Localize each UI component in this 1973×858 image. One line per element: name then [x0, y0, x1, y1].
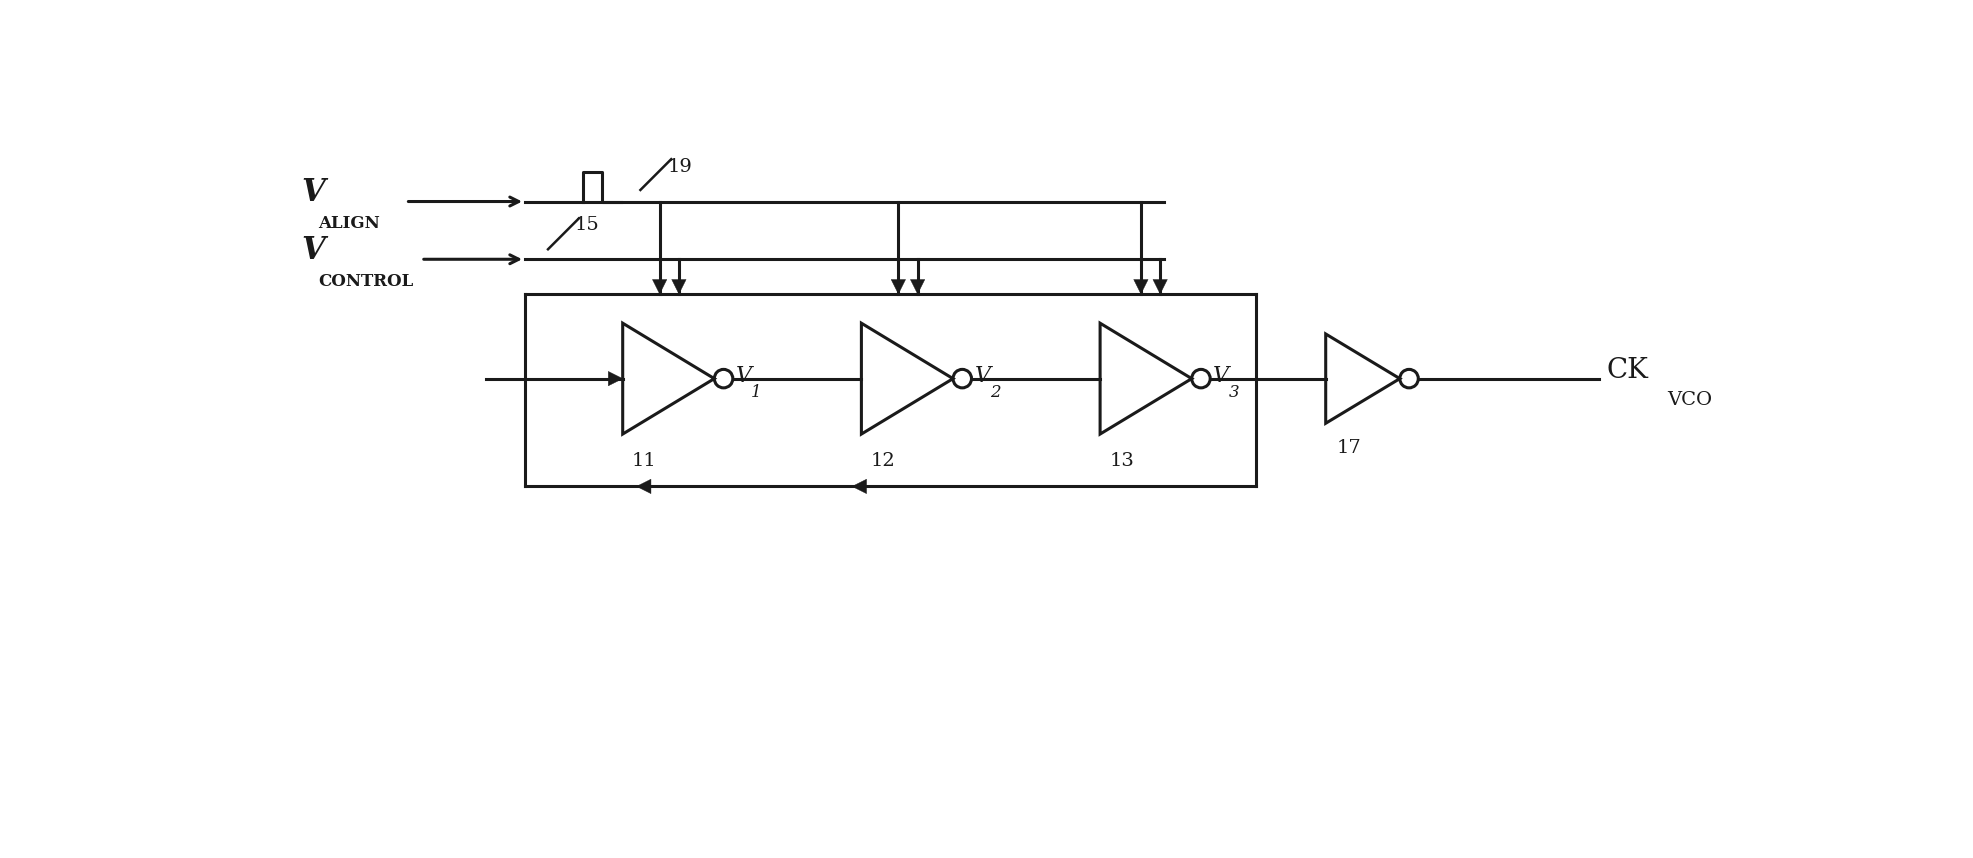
Polygon shape — [1134, 280, 1148, 294]
Text: 3: 3 — [1229, 384, 1239, 401]
Text: V: V — [1213, 365, 1229, 387]
Text: VCO: VCO — [1667, 391, 1713, 409]
Text: ALIGN: ALIGN — [318, 215, 381, 233]
Polygon shape — [1152, 280, 1168, 294]
Text: 17: 17 — [1336, 438, 1361, 456]
Text: 2: 2 — [990, 384, 1000, 401]
Text: V: V — [302, 177, 326, 208]
Text: 15: 15 — [574, 215, 600, 233]
Text: 12: 12 — [870, 452, 896, 470]
Polygon shape — [892, 280, 906, 294]
Polygon shape — [653, 280, 667, 294]
Text: CK: CK — [1606, 358, 1649, 384]
Text: CONTROL: CONTROL — [318, 273, 414, 290]
Text: 19: 19 — [667, 158, 693, 176]
Text: 11: 11 — [631, 452, 657, 470]
Polygon shape — [910, 280, 925, 294]
Polygon shape — [671, 280, 687, 294]
Text: V: V — [975, 365, 990, 387]
Text: 13: 13 — [1109, 452, 1134, 470]
Text: V: V — [736, 365, 752, 387]
Polygon shape — [608, 372, 623, 386]
Text: 1: 1 — [752, 384, 762, 401]
Polygon shape — [637, 480, 651, 493]
Text: V: V — [302, 234, 326, 265]
Polygon shape — [852, 480, 866, 493]
